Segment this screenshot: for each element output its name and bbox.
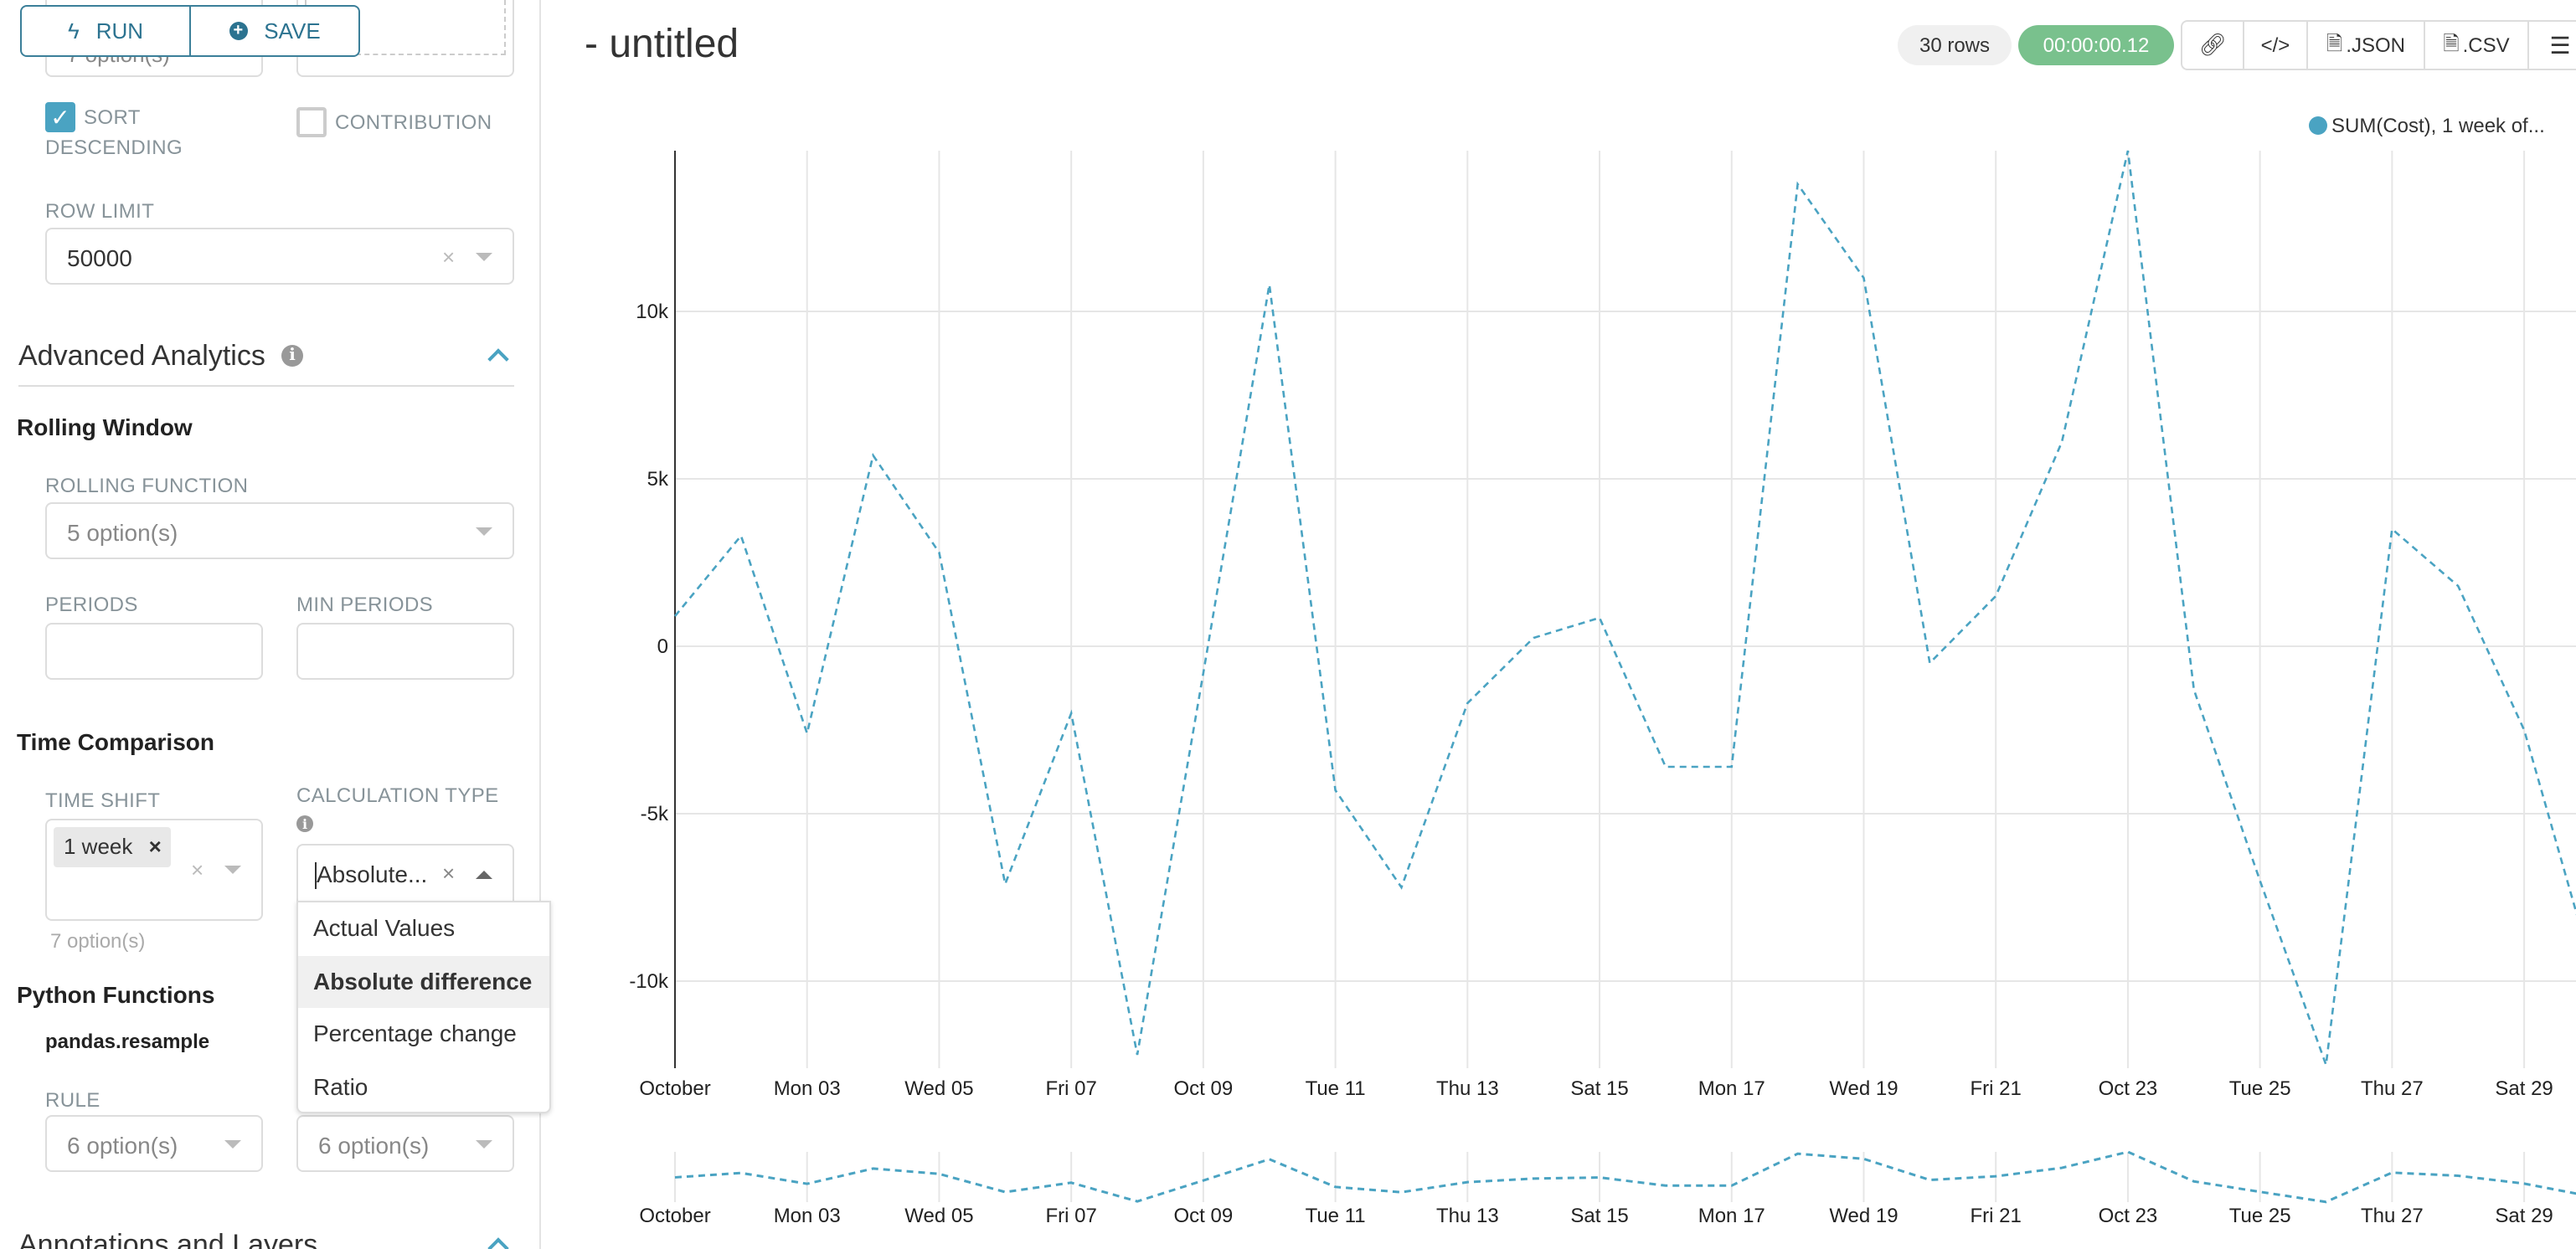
info-icon[interactable]: i: [296, 815, 313, 832]
brush-x-tick-label: Mon 03: [774, 1205, 841, 1227]
code-icon: </>: [2260, 33, 2290, 57]
caret-up-icon: [476, 871, 492, 879]
y-tick-label: 0: [657, 635, 668, 658]
rule-select[interactable]: 6 option(s): [45, 1115, 263, 1172]
link-button[interactable]: 🔗︎: [2182, 22, 2243, 69]
brush-x-tick-label: Mon 17: [1698, 1205, 1765, 1227]
x-tick-label: Thu 13: [1436, 1077, 1499, 1100]
time-shift-tag: 1 week ×: [54, 827, 172, 867]
caret-down-icon: [476, 1140, 492, 1149]
chart-title[interactable]: - untitled: [585, 22, 739, 67]
x-tick-label: Fri 07: [1045, 1077, 1096, 1100]
y-tick-label: -5k: [641, 803, 669, 825]
caret-down-icon: [224, 866, 241, 874]
chart-toolbar: 🔗︎ </> 🗎 .JSON 🗎 .CSV ☰: [2181, 20, 2576, 70]
x-tick-label: Tue 25: [2229, 1077, 2291, 1100]
calculation-type-dropdown: Actual Values Absolute difference Percen…: [296, 901, 551, 1113]
query-timer-badge: 00:00:00.12: [2018, 25, 2174, 65]
more-menu-button[interactable]: ☰: [2527, 22, 2576, 69]
row-count-badge: 30 rows: [1898, 25, 2012, 65]
caret-down-icon: [224, 1140, 241, 1149]
x-tick-label: Thu 27: [2361, 1077, 2424, 1100]
option-ratio[interactable]: Ratio: [313, 1072, 368, 1099]
remove-tag-icon[interactable]: ×: [148, 834, 162, 859]
option-absolute-difference[interactable]: Absolute difference: [298, 955, 549, 1008]
info-icon[interactable]: i: [281, 345, 303, 367]
export-csv-button[interactable]: 🗎 .CSV: [2424, 22, 2527, 69]
periods-input[interactable]: [45, 623, 263, 680]
file-text-icon: 🗎: [2443, 31, 2460, 54]
option-percentage-change[interactable]: Percentage change: [313, 1020, 517, 1046]
brush-x-tick-label: Tue 11: [1306, 1205, 1366, 1227]
clear-icon[interactable]: ×: [442, 861, 456, 886]
x-tick-label: Oct 09: [1174, 1077, 1234, 1100]
legend-marker: [2309, 116, 2327, 135]
bolt-icon: ϟ: [67, 18, 80, 44]
export-json-button[interactable]: 🗎 .JSON: [2306, 22, 2424, 69]
x-tick-label: Wed 05: [904, 1077, 973, 1100]
embed-code-button[interactable]: </>: [2243, 22, 2306, 69]
y-tick-label: 10k: [636, 301, 669, 323]
brush-x-tick-label: Wed 19: [1829, 1205, 1898, 1227]
brush-x-tick-label: Sat 15: [1570, 1205, 1628, 1227]
brush-x-tick-label: Tue 25: [2229, 1205, 2291, 1227]
brush-x-tick-label: Wed 05: [904, 1205, 973, 1227]
link-icon: 🔗︎: [2198, 32, 2227, 57]
brush-series-line[interactable]: [674, 1150, 2576, 1204]
time-shift-select[interactable]: 1 week × ×: [45, 819, 263, 921]
run-save-button-group: ϟ RUN + SAVE: [20, 5, 360, 57]
check-icon: ✓: [50, 104, 70, 131]
min-periods-input[interactable]: [296, 623, 514, 680]
brush-x-tick-label: Oct 23: [2099, 1205, 2158, 1227]
x-tick-label: Fri 21: [1971, 1077, 2022, 1100]
plus-circle-icon: +: [229, 22, 248, 40]
text-cursor: [315, 862, 317, 889]
x-tick-label: Mon 17: [1698, 1077, 1765, 1100]
contribution-checkbox[interactable]: [296, 107, 327, 137]
x-tick-label: Oct 23: [2099, 1077, 2158, 1100]
x-tick-label: Wed 19: [1829, 1077, 1898, 1100]
calculation-type-select[interactable]: Absolute... ×: [296, 844, 514, 907]
brush-x-tick-label: Sat 29: [2495, 1205, 2553, 1227]
brush-x-tick-label: Fri 21: [1971, 1205, 2022, 1227]
partial-input[interactable]: [296, 0, 514, 77]
save-button[interactable]: + SAVE: [189, 7, 358, 55]
rolling-function-select[interactable]: 5 option(s): [45, 502, 514, 559]
divider: [18, 385, 514, 387]
brush-x-tick-label: Fri 07: [1045, 1205, 1096, 1227]
x-tick-label: Mon 03: [774, 1077, 841, 1100]
brush-x-tick-label: Oct 09: [1174, 1205, 1234, 1227]
legend[interactable]: SUM(Cost), 1 week of...: [2309, 115, 2545, 137]
clear-icon[interactable]: ×: [442, 244, 456, 270]
file-code-icon: 🗎: [2326, 31, 2343, 54]
brush-x-tick-label: October: [639, 1205, 710, 1227]
y-tick-label: 5k: [647, 468, 669, 491]
x-tick-label: Sat 15: [1570, 1077, 1628, 1100]
clear-icon[interactable]: ×: [191, 857, 204, 882]
brush-x-tick-label: Thu 27: [2361, 1205, 2424, 1227]
legend-label: SUM(Cost), 1 week of...: [2331, 115, 2545, 137]
caret-down-icon: [476, 253, 492, 261]
brush-x-tick-label: Thu 13: [1436, 1205, 1499, 1227]
sort-descending-checkbox[interactable]: ✓: [45, 102, 75, 132]
row-limit-select[interactable]: 50000 ×: [45, 228, 514, 285]
hamburger-icon: ☰: [2549, 31, 2571, 58]
caret-down-icon: [476, 527, 492, 536]
x-tick-label: Sat 29: [2495, 1077, 2553, 1100]
option-actual-values[interactable]: Actual Values: [313, 914, 456, 941]
x-tick-label: October: [639, 1077, 710, 1100]
run-button[interactable]: ϟ RUN: [67, 18, 144, 44]
x-tick-label: Tue 11: [1306, 1077, 1366, 1100]
series-line: [673, 150, 2576, 1066]
y-tick-label: -10k: [629, 970, 669, 993]
method-select[interactable]: 6 option(s): [296, 1115, 514, 1172]
